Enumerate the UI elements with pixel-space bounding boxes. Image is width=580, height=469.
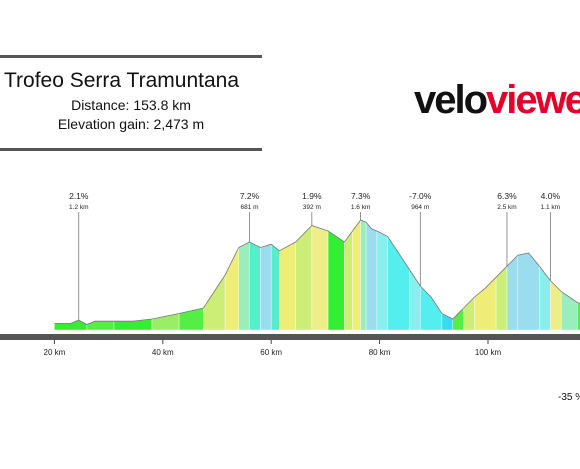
annotation-grade-3: 1.9% <box>302 191 322 201</box>
profile-outline <box>54 219 580 325</box>
title-rule-bottom <box>0 148 262 151</box>
elevation-stat: Elevation gain: 2,473 m <box>57 116 205 132</box>
profile-segment-20 <box>376 230 388 331</box>
profile-segment-21 <box>387 235 410 331</box>
profile-segment-7 <box>224 247 239 331</box>
x-tick-label-3: 60 km <box>260 348 282 357</box>
annotation-length-1: 1.2 km <box>69 204 89 211</box>
annotation-grade-7: 4.0% <box>541 191 561 201</box>
profile-segment-19 <box>365 221 378 331</box>
x-tick-label-2: 40 km <box>152 348 174 357</box>
annotation-grade-1: 2.1% <box>69 191 89 201</box>
annotation-length-6: 2.5 km <box>497 204 517 211</box>
x-tick-label-1: 20 km <box>44 348 66 357</box>
profile-segment-27 <box>474 276 497 331</box>
annotation-length-4: 1.6 km <box>351 204 371 211</box>
annotation-grade-5: -7.0% <box>409 191 432 201</box>
title-rule-top <box>0 55 262 58</box>
profile-segment-31 <box>539 265 551 331</box>
profile-segment-34 <box>577 302 580 331</box>
profile-segment-10 <box>260 243 272 331</box>
profile-segment-14 <box>311 225 329 331</box>
annotation-grade-2: 7.2% <box>240 191 260 201</box>
profile-segment-13 <box>295 225 313 331</box>
profile-segment-32 <box>550 280 562 331</box>
logo-viewer: viewer <box>486 78 580 122</box>
profile-segment-11 <box>271 243 280 331</box>
profile-segment-15 <box>327 230 345 331</box>
annotation-length-5: 964 m <box>411 204 429 211</box>
x-tick-label-5: 100 km <box>475 348 502 357</box>
race-title: Trofeo Serra Tramuntana <box>4 69 239 92</box>
veloviewer-logo: veloviewer <box>414 78 580 123</box>
profile-segment-5 <box>178 307 204 331</box>
logo-velo: velo <box>414 78 488 122</box>
profile-segment-22 <box>409 268 421 331</box>
distance-stat: Distance: 153.8 km <box>71 97 191 113</box>
distance-axis-bar <box>0 334 580 340</box>
x-tick-label-4: 80 km <box>369 348 391 357</box>
annotation-length-2: 681 m <box>240 204 258 211</box>
title-box: Trofeo Serra Tramuntana Distance: 153.8 … <box>0 55 262 151</box>
annotation-length-3: 392 m <box>303 204 321 211</box>
profile-segment-16 <box>344 230 353 331</box>
annotation-grade-4: 7.3% <box>351 191 371 201</box>
profile-segment-3 <box>113 318 153 331</box>
profile-segment-12 <box>279 241 296 331</box>
profile-segment-17 <box>352 219 361 331</box>
profile-segment-29 <box>506 254 518 331</box>
profile-segment-18 <box>360 219 367 331</box>
profile-segment-30 <box>517 252 540 331</box>
gradient-legend-label: -35 % <box>558 392 580 403</box>
profile-segment-25 <box>452 307 464 331</box>
annotation-grade-6: 6.3% <box>497 191 517 201</box>
annotation-length-7: 1.1 km <box>541 204 561 211</box>
profile-segment-8 <box>238 241 250 331</box>
profile-segment-9 <box>249 241 261 331</box>
